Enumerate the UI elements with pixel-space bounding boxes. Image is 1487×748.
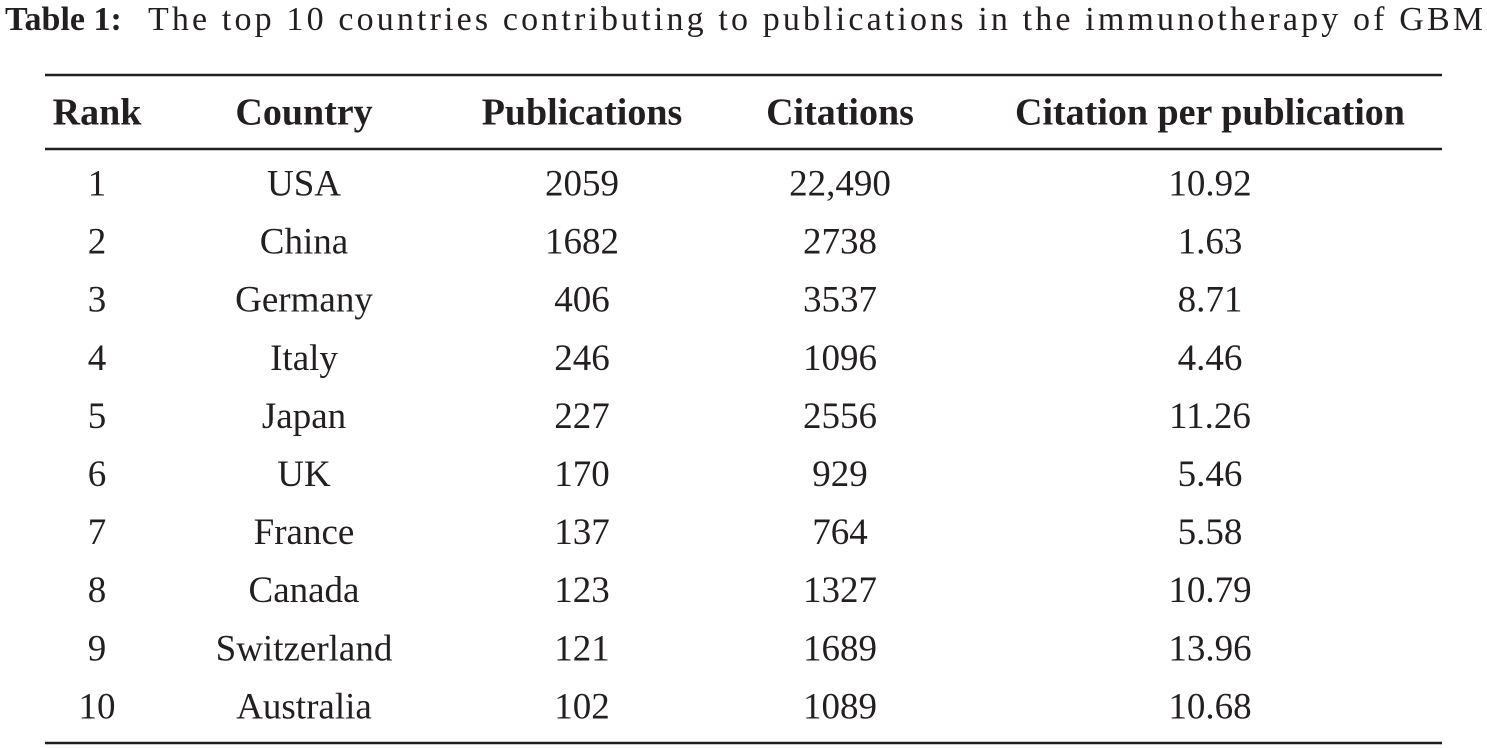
table-cell: 2	[88, 222, 107, 263]
table-cell: 1682	[545, 222, 619, 263]
table-cell: UK	[277, 454, 331, 495]
table-cell: 13.96	[1168, 628, 1251, 669]
table-cell: 10.92	[1168, 163, 1251, 204]
table-cell: 1.63	[1178, 222, 1243, 263]
table-cell: 929	[812, 454, 868, 495]
table-cell: 764	[812, 512, 868, 553]
table-cell: Switzerland	[216, 628, 393, 669]
table-cell: 5.58	[1178, 512, 1243, 553]
table-cell: 121	[554, 628, 610, 669]
table-cell: 4	[88, 338, 107, 379]
table-cell: 227	[554, 396, 610, 437]
table-cell: 10.79	[1168, 570, 1251, 611]
table-cell: 3537	[803, 280, 877, 321]
table-cell: 11.26	[1169, 396, 1251, 437]
table-cell: 123	[554, 570, 610, 611]
table-cell: 1089	[803, 686, 877, 727]
table-cell: 5.46	[1178, 454, 1243, 495]
table-cell: 22,490	[789, 163, 891, 204]
table-cell: 1689	[803, 628, 877, 669]
table-cell: 137	[554, 512, 610, 553]
table-cell: Japan	[262, 396, 346, 437]
table-cell: USA	[267, 163, 341, 204]
table-cell: 246	[554, 338, 610, 379]
table-cell: 8.71	[1178, 280, 1243, 321]
caption-label: Table 1:	[5, 1, 122, 38]
table-cell: 4.46	[1178, 338, 1243, 379]
table-cell: France	[254, 512, 355, 553]
table-cell: 10.68	[1168, 686, 1251, 727]
table-cell: China	[260, 222, 348, 263]
table-cell: 7	[88, 512, 107, 553]
table-cell: Canada	[249, 570, 360, 611]
table-cell: 2556	[803, 396, 877, 437]
table-cell: 170	[554, 454, 610, 495]
table-cell: 8	[88, 570, 107, 611]
table-cell: 1	[88, 163, 107, 204]
table-cell: 6	[88, 454, 107, 495]
table-cell: Australia	[236, 686, 372, 727]
table-cell: 1327	[803, 570, 877, 611]
table-cell: 5	[88, 396, 107, 437]
table-cell: 406	[554, 280, 610, 321]
column-header: Publications	[482, 92, 683, 134]
table-cell: 1096	[803, 338, 877, 379]
table-cell: 2738	[803, 222, 877, 263]
caption-text: The top 10 countries contributing to pub…	[148, 1, 1483, 38]
table-cell: 10	[79, 686, 116, 727]
table-cell: 2059	[545, 163, 619, 204]
table-cell: 9	[88, 628, 107, 669]
table-cell: 102	[554, 686, 610, 727]
column-header: Country	[235, 92, 372, 134]
table-cell: Italy	[270, 338, 338, 379]
column-header: Rank	[53, 92, 143, 134]
column-header: Citations	[766, 92, 914, 134]
column-header: Citation per publication	[1015, 92, 1405, 134]
table-cell: 3	[88, 280, 107, 321]
table-cell: Germany	[235, 280, 373, 321]
